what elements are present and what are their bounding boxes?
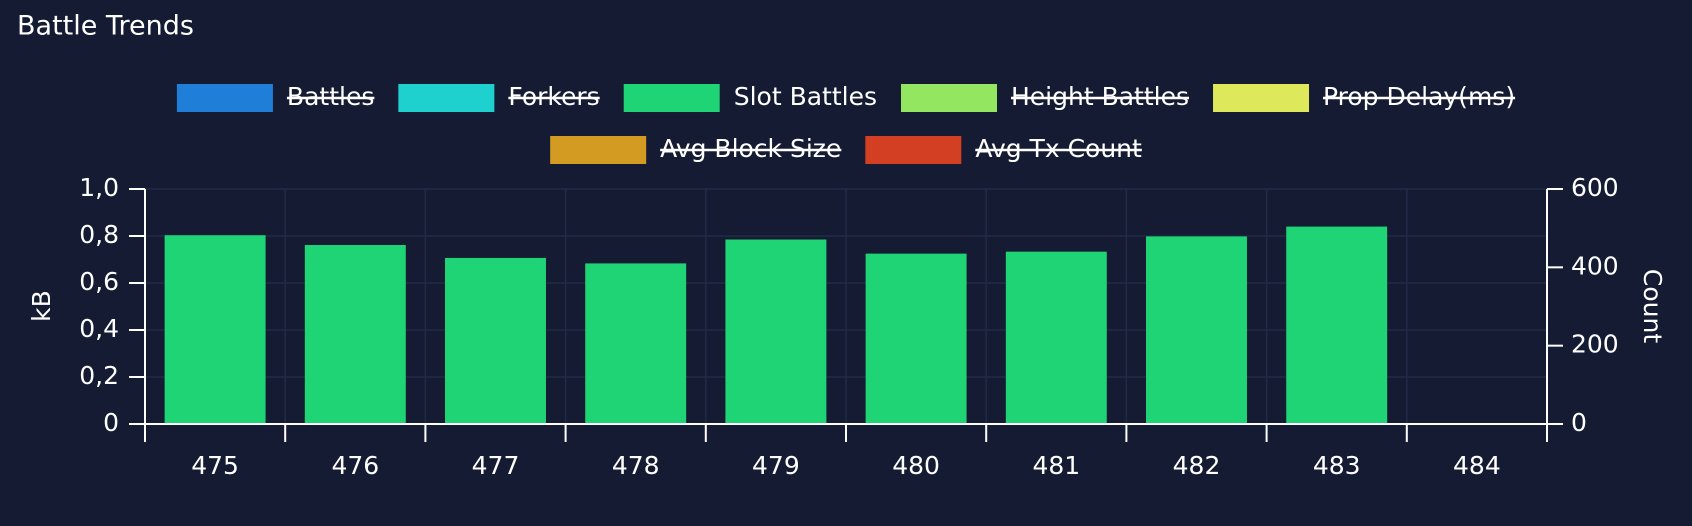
bar bbox=[164, 235, 266, 424]
x-tick-label: 478 bbox=[612, 451, 660, 480]
legend-swatch[interactable] bbox=[623, 84, 720, 112]
legend-label[interactable]: Height Battles bbox=[1011, 82, 1189, 111]
x-tick-label: 477 bbox=[472, 451, 520, 480]
y2-tick-label: 0 bbox=[1571, 408, 1587, 437]
legend-swatch[interactable] bbox=[176, 84, 273, 112]
chart-title: Battle Trends bbox=[17, 11, 194, 42]
legend-label[interactable]: Battles bbox=[287, 82, 374, 111]
legend-swatch[interactable] bbox=[1213, 84, 1310, 112]
legend-swatch[interactable] bbox=[398, 84, 495, 112]
bar bbox=[1286, 226, 1388, 424]
x-tick-label: 476 bbox=[331, 451, 379, 480]
y2-tick-label: 400 bbox=[1571, 251, 1619, 280]
y2-axis-label: Count bbox=[1638, 269, 1667, 343]
y2-tick-label: 200 bbox=[1571, 330, 1619, 359]
y-tick-label: 0,4 bbox=[79, 314, 119, 343]
bar bbox=[585, 263, 687, 424]
legend-swatch[interactable] bbox=[865, 136, 962, 164]
y-axis-label: kB bbox=[27, 290, 56, 322]
y-tick-label: 1,0 bbox=[79, 173, 119, 202]
bar bbox=[1005, 251, 1107, 424]
x-tick-label: 484 bbox=[1453, 451, 1501, 480]
bar bbox=[725, 239, 827, 424]
x-tick-label: 475 bbox=[191, 451, 239, 480]
y-tick-label: 0,8 bbox=[79, 220, 119, 249]
legend-label[interactable]: Slot Battles bbox=[734, 82, 877, 111]
y2-tick-label: 600 bbox=[1571, 173, 1619, 202]
x-tick-label: 481 bbox=[1032, 451, 1080, 480]
x-tick-label: 479 bbox=[752, 451, 800, 480]
x-tick-label: 480 bbox=[892, 451, 940, 480]
legend-label[interactable]: Avg Block Size bbox=[660, 134, 841, 163]
x-tick-label: 482 bbox=[1173, 451, 1221, 480]
legend-label[interactable]: Prop Delay(ms) bbox=[1323, 82, 1515, 111]
bar bbox=[445, 257, 546, 424]
bar bbox=[304, 245, 406, 424]
bar bbox=[1146, 236, 1247, 424]
bar bbox=[865, 253, 967, 424]
y-tick-label: 0 bbox=[103, 408, 119, 437]
y-tick-label: 0,2 bbox=[79, 361, 119, 390]
legend-label[interactable]: Forkers bbox=[508, 82, 599, 111]
legend-swatch[interactable] bbox=[550, 136, 647, 164]
legend-label[interactable]: Avg Tx Count bbox=[975, 134, 1142, 163]
x-tick-label: 483 bbox=[1313, 451, 1361, 480]
y-tick-label: 0,6 bbox=[79, 267, 119, 296]
legend-swatch[interactable] bbox=[901, 84, 997, 112]
